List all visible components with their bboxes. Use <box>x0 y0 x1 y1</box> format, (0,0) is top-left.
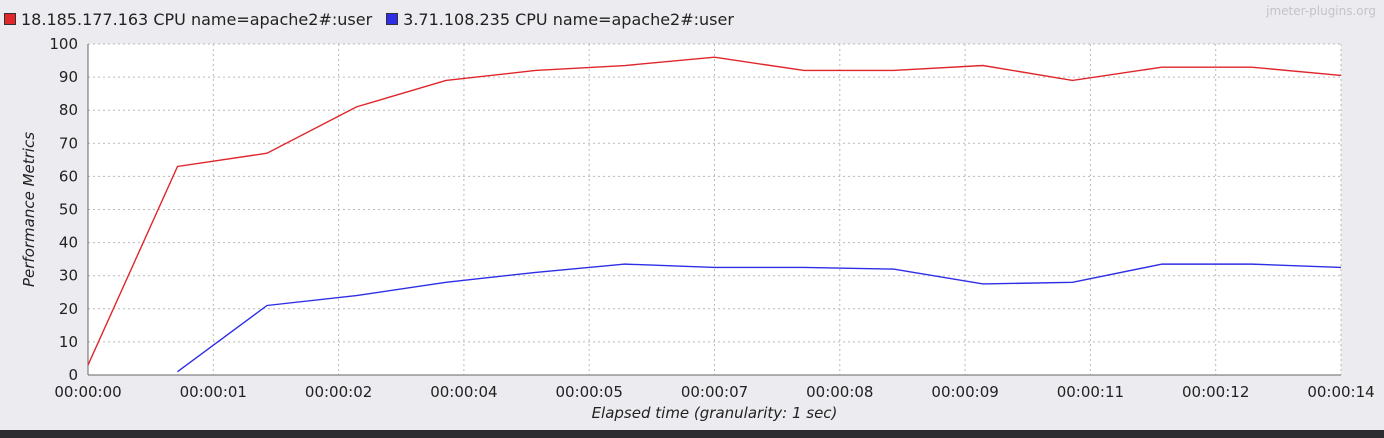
x-tick-label: 00:00:02 <box>305 383 372 401</box>
y-tick-label: 50 <box>59 201 78 219</box>
x-tick-label: 00:00:12 <box>1182 383 1249 401</box>
y-tick-label: 70 <box>59 134 78 152</box>
legend-swatch-red <box>4 13 16 25</box>
y-tick-label: 0 <box>68 366 78 384</box>
window-bottom-edge <box>0 430 1384 438</box>
watermark: jmeter-plugins.org <box>1266 4 1376 18</box>
y-axis-title: Performance Metrics <box>20 132 38 287</box>
y-tick-label: 90 <box>59 68 78 86</box>
legend-label-red: 18.185.177.163 CPU name=apache2#:user <box>21 9 373 29</box>
y-tick-label: 10 <box>59 333 78 351</box>
legend-entry-blue[interactable]: 3.71.108.235 CPU name=apache2#:user <box>386 10 734 29</box>
series <box>87 56 1342 373</box>
y-tick-label: 20 <box>59 300 78 318</box>
series-line-0 <box>87 56 1342 366</box>
x-tick-label: 00:00:11 <box>1057 383 1124 401</box>
y-tick-label: 40 <box>59 234 78 252</box>
grid <box>87 43 1342 376</box>
y-tick-label: 80 <box>59 101 78 119</box>
legend-swatch-blue <box>386 13 399 25</box>
x-tick-label: 00:00:05 <box>556 383 623 401</box>
x-tick-label: 00:00:08 <box>806 383 873 401</box>
x-tick-label: 00:00:04 <box>430 383 497 401</box>
y-tick-label: 60 <box>59 167 78 185</box>
series-line-1 <box>177 263 1342 373</box>
y-tick-label: 100 <box>49 35 78 53</box>
x-tick-label: 00:00:00 <box>54 383 121 401</box>
x-tick-label: 00:00:01 <box>180 383 247 401</box>
y-tick-label: 30 <box>59 267 78 285</box>
legend: 18.185.177.163 CPU name=apache2#:user 3.… <box>4 8 748 30</box>
x-tick-label: 00:00:14 <box>1307 383 1374 401</box>
axes: 0 10 20 30 40 50 60 70 80 90 100 00:00:00 00:00:01 00… <box>49 35 1374 401</box>
legend-entry-red[interactable]: 18.185.177.163 CPU name=apache2#:user <box>4 10 372 29</box>
x-axis-title: Elapsed time (granularity: 1 sec) <box>592 404 838 422</box>
legend-label-blue: 3.71.108.235 CPU name=apache2#:user <box>403 9 734 29</box>
x-tick-label: 00:00:09 <box>931 383 998 401</box>
x-tick-label: 00:00:07 <box>681 383 748 401</box>
